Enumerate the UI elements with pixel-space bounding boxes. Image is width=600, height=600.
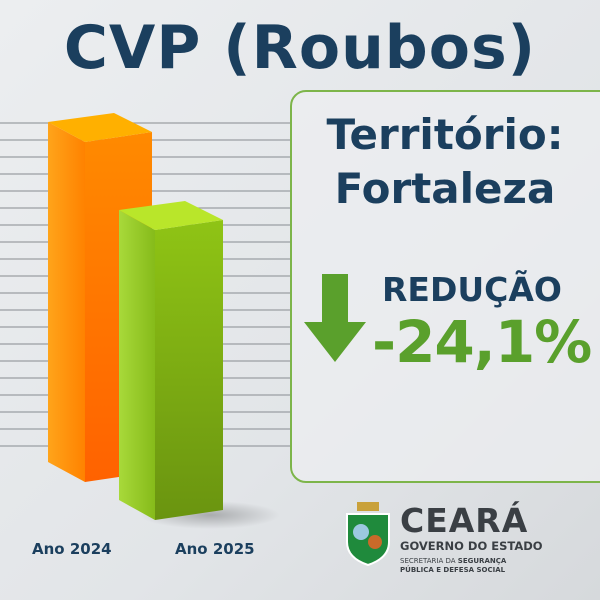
bar-side-face [48, 122, 85, 482]
dept-text-bold: SEGURANÇA [457, 557, 507, 565]
x-tick-label-2024: Ano 2024 [32, 540, 112, 558]
trend-label: REDUÇÃO [382, 270, 562, 309]
logo-subtitle: GOVERNO DO ESTADO [400, 539, 543, 553]
dept-text: SECRETARIA DA [400, 557, 458, 565]
bar-top-face [48, 113, 152, 142]
territory-name: Fortaleza [334, 164, 556, 213]
territory-label: Território: [326, 110, 564, 159]
logo-title: CEARÁ [400, 501, 529, 540]
ceara-coat-of-arms-logo [346, 502, 390, 566]
x-tick-label-2025: Ano 2025 [175, 540, 255, 558]
change-percentage: -24,1% [372, 308, 592, 376]
bar-top-face [119, 201, 223, 230]
arrow-down-icon [304, 274, 366, 362]
dept-text-line2: PÚBLICA E DEFESA SOCIAL [400, 566, 506, 574]
bar-front-face [155, 220, 223, 520]
bar-ano-2025 [119, 201, 223, 520]
bar-side-face [119, 210, 155, 520]
page-title: CVP (Roubos) [63, 13, 537, 83]
logo-department: SECRETARIA DA SEGURANÇA PÚBLICA E DEFESA … [400, 557, 506, 575]
